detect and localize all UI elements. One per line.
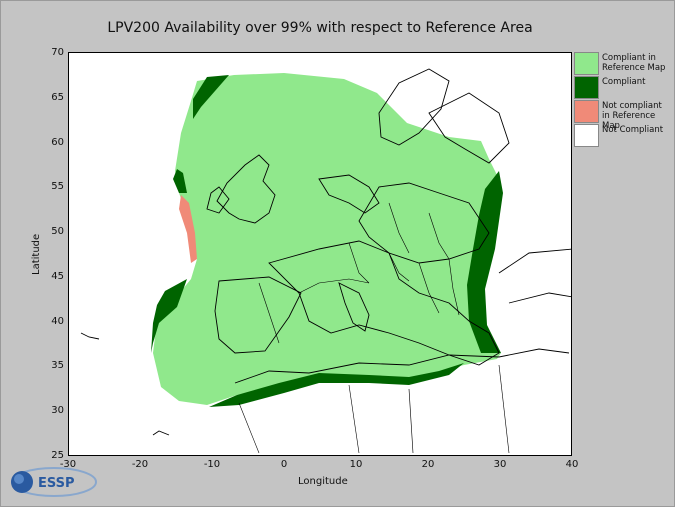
logo-text: ESSP <box>38 476 75 491</box>
legend-label: Not Compliant <box>602 125 664 135</box>
compliant-reference-region <box>153 73 501 405</box>
y-tick-label: 65 <box>51 92 64 103</box>
legend-swatch <box>574 52 599 75</box>
not-compliant-reference-region <box>179 195 197 263</box>
y-tick-label: 40 <box>51 316 64 327</box>
x-tick-label: -10 <box>203 459 221 470</box>
compliant-east-band <box>467 171 503 353</box>
legend-label: Compliant in Reference Map <box>602 53 666 73</box>
legend-label: Not compliant in Reference Map <box>602 101 662 131</box>
y-tick-label: 55 <box>51 181 64 192</box>
y-tick-label: 50 <box>51 226 64 237</box>
y-tick-label: 25 <box>51 450 64 461</box>
x-tick-label: 10 <box>349 459 363 470</box>
compliant-northwest-band <box>193 75 229 119</box>
compliant-west-patch <box>173 169 187 193</box>
legend-item-compliant-reference: Compliant in Reference Map <box>574 52 672 76</box>
compliant-southwest-band <box>151 279 187 353</box>
map-legend: Compliant in Reference Map Compliant Not… <box>574 52 672 148</box>
legend-item-not-compliant: Not Compliant <box>574 124 672 148</box>
y-tick-label: 45 <box>51 271 64 282</box>
map-plot-area <box>68 52 572 456</box>
legend-item-compliant: Compliant <box>574 76 672 100</box>
y-tick-label: 60 <box>51 137 64 148</box>
compliant-south-band <box>209 363 464 407</box>
legend-swatch <box>574 76 599 99</box>
x-axis-label: Longitude <box>298 476 348 487</box>
y-tick-label: 30 <box>51 405 64 416</box>
y-tick-label: 70 <box>51 47 64 58</box>
x-tick-label: -30 <box>59 459 77 470</box>
y-axis-label: Latitude <box>31 233 42 275</box>
x-tick-label: 40 <box>565 459 579 470</box>
legend-item-not-compliant-reference: Not compliant in Reference Map <box>574 100 672 131</box>
chart-title: LPV200 Availability over 99% with respec… <box>107 20 533 36</box>
x-tick-label: 30 <box>493 459 507 470</box>
y-tick-label: 35 <box>51 360 64 371</box>
essp-logo: ESSP <box>6 462 101 500</box>
x-tick-label: -20 <box>131 459 149 470</box>
country-borders <box>238 202 510 454</box>
legend-label: Compliant <box>602 77 646 87</box>
x-tick-label: 20 <box>421 459 435 470</box>
legend-swatch <box>574 100 599 123</box>
x-tick-label: 0 <box>280 459 288 470</box>
legend-swatch <box>574 124 599 147</box>
